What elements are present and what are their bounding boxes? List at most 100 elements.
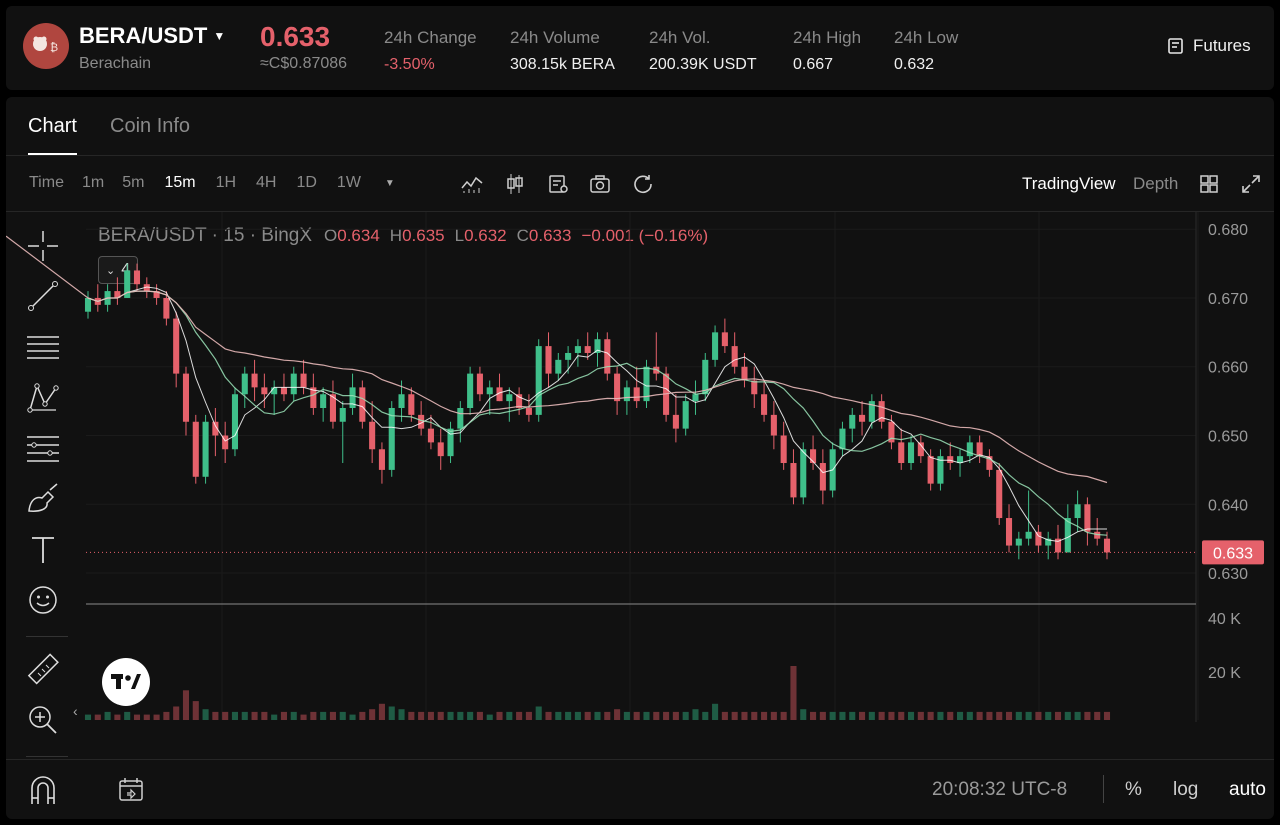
goto-date-icon[interactable] (116, 775, 146, 805)
stat-label-high: 24h High (793, 28, 862, 47)
interval-5m[interactable]: 5m (122, 174, 145, 191)
bottom-separator (1103, 775, 1104, 803)
volume-bar (369, 709, 376, 720)
stat-label-volume: 24h Volume (510, 28, 600, 47)
price-tick-label: 0.680 (1208, 222, 1248, 239)
interval-1h[interactable]: 1H (215, 174, 237, 191)
percent-toggle[interactable]: % (1125, 779, 1142, 800)
candle (516, 394, 523, 408)
interval-time[interactable]: Time (29, 174, 64, 191)
zoom-in-icon[interactable] (25, 702, 61, 738)
candle (908, 442, 915, 464)
candle (222, 435, 229, 450)
candle (280, 387, 287, 395)
price-tick-label: 0.640 (1208, 497, 1248, 514)
candle (751, 380, 758, 395)
reset-icon[interactable] (631, 172, 655, 196)
candle (143, 284, 150, 292)
layout-grid-icon[interactable] (1197, 172, 1221, 196)
magnet-icon[interactable] (25, 772, 61, 808)
last-price: 0.633 (260, 21, 331, 52)
volume-bar (819, 711, 826, 720)
crosshair-icon[interactable] (25, 228, 61, 264)
auto-toggle[interactable]: auto (1229, 779, 1266, 800)
volume-bar (741, 711, 748, 720)
tab-coin-info[interactable]: Coin Info (110, 115, 190, 138)
volume-bar (290, 711, 297, 720)
camera-icon[interactable] (588, 172, 612, 196)
volume-bar (320, 711, 327, 720)
legend-h-label: H (389, 226, 403, 245)
interval-4h[interactable]: 4H (256, 174, 277, 191)
volume-bar (1103, 711, 1111, 720)
candle (976, 442, 983, 457)
interval-1m[interactable]: 1m (81, 174, 105, 191)
indicators-icon[interactable] (460, 172, 484, 196)
trend-line-icon[interactable] (25, 278, 61, 314)
candle (741, 366, 748, 381)
stat-value-change: -3.50% (384, 56, 435, 73)
stat-label-change: 24h Change (384, 28, 477, 47)
candle (859, 414, 866, 422)
collapse-toolbar-button[interactable]: ‹ (73, 703, 78, 719)
volume-bar (1074, 711, 1081, 720)
fullscreen-icon[interactable] (1239, 172, 1263, 196)
svg-text:₿: ₿ (50, 41, 58, 54)
interval-1d[interactable]: 1D (296, 174, 317, 191)
candle (231, 394, 239, 450)
candle (153, 291, 160, 298)
candle (712, 332, 719, 360)
stat-label-vol-usdt: 24h Vol. (649, 28, 711, 47)
candle (1094, 531, 1101, 539)
candle (124, 270, 131, 298)
tab-chart[interactable]: Chart (28, 115, 77, 155)
volume-bar (280, 711, 287, 720)
settings-doc-icon[interactable] (546, 172, 570, 196)
volume-bar (1005, 711, 1013, 720)
volume-bar (143, 714, 150, 720)
pattern-icon[interactable] (25, 380, 61, 416)
tab-chart-label: Chart (28, 115, 77, 137)
fib-retracement-icon[interactable] (25, 430, 61, 466)
futures-button[interactable]: Futures (1167, 36, 1251, 56)
volume-bar (663, 711, 670, 720)
view-depth[interactable]: Depth (1133, 174, 1179, 193)
volume-bar (937, 711, 944, 720)
emoji-icon[interactable] (25, 582, 61, 618)
candle (1064, 518, 1071, 553)
interval-15m[interactable]: 15m (164, 174, 196, 191)
volume-bar (182, 690, 190, 720)
volume-bar (104, 711, 111, 720)
interval-dropdown-icon[interactable]: ▼ (384, 177, 395, 189)
interval-1w[interactable]: 1W (336, 174, 361, 191)
horizontal-lines-icon[interactable] (25, 330, 61, 366)
ruler-icon[interactable] (25, 652, 61, 688)
candle (555, 359, 562, 374)
volume-bar (721, 711, 728, 720)
pair-selector[interactable]: BERA/USDT ▼ (79, 23, 225, 49)
ma-fast-line (87, 286, 1107, 542)
volume-bar (751, 711, 758, 720)
candle (614, 373, 621, 402)
candle (496, 387, 503, 402)
candle (633, 387, 640, 402)
log-toggle[interactable]: log (1173, 779, 1199, 800)
volume-bar (947, 711, 954, 720)
indicators-toggle[interactable]: ⌄ 4 (98, 256, 139, 284)
text-tool-icon[interactable] (25, 532, 61, 568)
volume-bar (614, 709, 621, 720)
price-chart[interactable]: 0.6800.6700.6600.6500.6400.63018:001606:… (6, 212, 1274, 722)
volume-bar (770, 711, 777, 720)
bottom-divider (6, 759, 1274, 760)
candle (956, 456, 964, 464)
interval-toolbar: Time 1m 5m 15m 1H 4H 1D 1W ▼ (29, 174, 395, 192)
brush-icon[interactable] (25, 480, 61, 516)
candle-type-icon[interactable] (503, 172, 527, 196)
candle (535, 346, 542, 415)
volume-bar (1094, 711, 1101, 720)
candle (878, 401, 885, 422)
volume-bar (271, 714, 278, 720)
candle (604, 339, 611, 374)
volume-bar (810, 711, 817, 720)
view-tradingview[interactable]: TradingView (1022, 174, 1116, 193)
